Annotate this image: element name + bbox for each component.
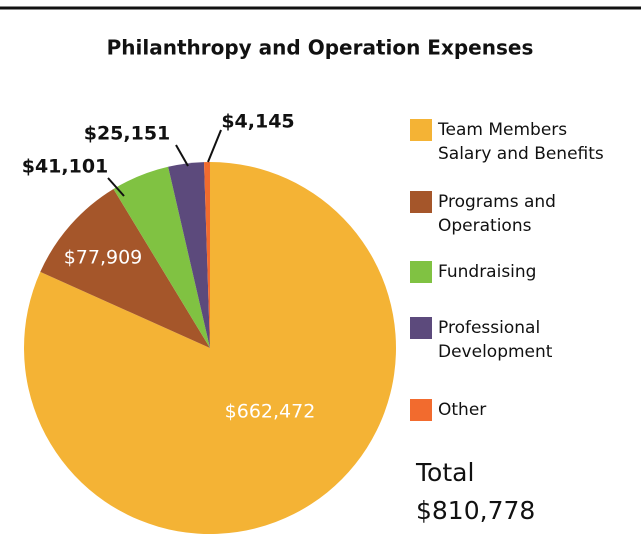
total-value: $810,778 (416, 496, 536, 525)
legend-label: Fundraising (438, 262, 537, 282)
legend-item: Programs and Operations (410, 190, 610, 238)
data-label: $4,145 (221, 111, 294, 133)
data-label: $77,909 (64, 247, 143, 269)
data-label: $41,101 (22, 156, 109, 178)
legend-swatch (410, 261, 432, 283)
legend-swatch (410, 399, 432, 421)
pie-slice (40, 188, 210, 348)
legend-label: Programs and Operations (438, 192, 556, 236)
legend-swatch (410, 119, 432, 141)
leader-line (175, 144, 189, 167)
legend-item: Professional Development (410, 316, 610, 364)
chart-title: Philanthropy and Operation Expenses (107, 36, 534, 60)
legend-label: Professional Development (438, 318, 553, 362)
leader-line (207, 129, 222, 163)
pie-slice (113, 166, 210, 348)
legend-label: Team Members Salary and Benefits (438, 120, 604, 164)
legend-swatch (410, 317, 432, 339)
legend-item: Fundraising (410, 260, 610, 284)
pie-slice (168, 162, 210, 348)
legend-item: Other (410, 398, 610, 422)
data-label: $25,151 (84, 123, 171, 145)
data-label: $662,472 (225, 401, 316, 423)
leader-line (107, 177, 125, 197)
legend-item: Team Members Salary and Benefits (410, 118, 610, 166)
total-label: Total (416, 458, 475, 487)
pie-slice (204, 162, 210, 348)
legend-swatch (410, 191, 432, 213)
legend-label: Other (438, 400, 487, 420)
pie-slice (23, 162, 396, 534)
